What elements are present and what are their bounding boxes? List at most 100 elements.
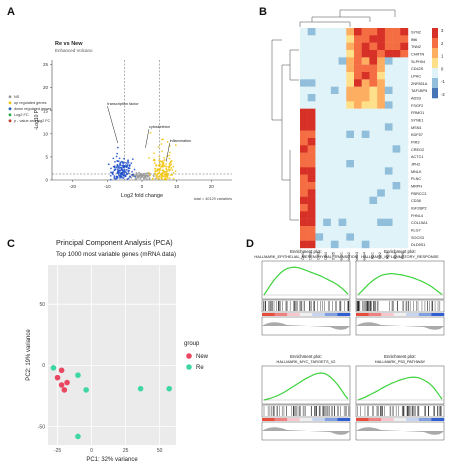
volcano-point-down	[129, 175, 131, 178]
annotation-leader	[165, 143, 170, 162]
heatmap-cell	[384, 35, 393, 43]
heatmap-cell	[307, 182, 316, 190]
volcano-point-up	[153, 162, 156, 164]
volcano-title: Re vs New	[55, 41, 83, 47]
legend-label: NS	[14, 95, 20, 99]
heatmap-cell	[338, 94, 347, 102]
heatmap-cell	[354, 57, 362, 65]
heatmap-cell	[400, 160, 409, 168]
annotation-label: transcription factor	[107, 102, 139, 106]
volcano-point-down	[110, 171, 112, 174]
legend-swatch	[8, 101, 12, 105]
volcano-point-up	[153, 152, 156, 155]
heatmap-cell	[369, 72, 378, 80]
heatmap-cell	[392, 116, 401, 124]
heatmap-cell	[354, 130, 362, 139]
volcano-point-up	[161, 138, 163, 141]
volcano-point-up	[166, 172, 169, 175]
heatmap-row-label: CD42S	[411, 67, 424, 71]
heatmap-cell	[384, 160, 393, 168]
volcano-point-up	[163, 159, 166, 161]
colorbar-segment	[432, 68, 438, 79]
heatmap-cell	[361, 94, 370, 102]
rank-gradient-segment	[287, 418, 301, 421]
volcano-point-up	[160, 143, 163, 145]
volcano-point-up	[166, 175, 169, 178]
volcano-point-up	[163, 170, 166, 173]
heatmap-cell	[400, 174, 409, 183]
volcano-point-down	[122, 161, 125, 164]
heatmap-col-label: Ctrl5	[332, 252, 336, 260]
heatmap-cell	[323, 28, 332, 36]
heatmap-cell	[330, 72, 339, 80]
volcano-point-down	[124, 175, 127, 178]
heatmap-cell	[300, 79, 308, 87]
legend-label: up regulated genes	[14, 101, 47, 105]
heatmap-cell	[315, 160, 324, 168]
heatmap-cell	[330, 123, 339, 131]
heatmap-cell	[361, 226, 370, 234]
volcano-point-up	[168, 177, 171, 180]
volcano-point-up	[168, 165, 171, 168]
ranked-metric-area	[262, 427, 350, 435]
heatmap-cell	[384, 174, 393, 183]
volcano-point-ns	[130, 176, 133, 179]
volcano-point-down	[113, 175, 116, 177]
heatmap-cell	[377, 130, 386, 139]
heatmap-cell	[307, 28, 316, 36]
volcano-point-down	[114, 160, 116, 163]
heatmap-cell	[300, 50, 308, 58]
heatmap-cell	[361, 189, 370, 197]
heatmap-row-label: CD38	[411, 199, 421, 203]
heatmap-cell	[384, 240, 393, 249]
heatmap-cell	[338, 145, 347, 153]
rank-gradient-segment	[431, 313, 445, 316]
heatmap-cell	[354, 72, 362, 80]
heatmap-cell	[384, 50, 393, 58]
heatmap-cell	[338, 233, 347, 241]
heatmap-cell	[323, 233, 332, 241]
gsea-title-line2: HALLMARK_MYC_TARGETS_V2	[277, 359, 336, 364]
heatmap-row-label: ZNF851A	[411, 82, 428, 86]
heatmap-cell	[400, 152, 409, 161]
volcano-point-up	[165, 165, 168, 168]
volcano-point-up	[157, 146, 160, 148]
heatmap-row-label: SOCS3	[411, 236, 424, 240]
heatmap-cell	[323, 226, 332, 234]
heatmap-cell	[361, 130, 370, 139]
heatmap-cell	[354, 50, 362, 58]
heatmap-cell	[377, 145, 386, 153]
heatmap-cell	[323, 167, 332, 175]
volcano-point-down	[116, 175, 119, 178]
legend-swatch	[8, 107, 12, 111]
volcano-point-ns	[143, 177, 145, 179]
heatmap-cell	[330, 204, 339, 212]
heatmap-cell	[361, 218, 370, 227]
volcano-point-up	[165, 163, 167, 165]
heatmap-cell	[338, 64, 347, 73]
heatmap-cell	[361, 138, 370, 146]
heatmap-cell	[354, 233, 362, 241]
heatmap-cell	[307, 226, 316, 234]
heatmap-cell	[377, 152, 386, 161]
pca-point-re	[50, 365, 57, 371]
heatmap-cell	[315, 79, 324, 87]
volcano-point-up	[165, 168, 168, 171]
volcano-point-ns	[143, 172, 146, 175]
heatmap-cell	[315, 233, 324, 241]
heatmap-cell	[323, 72, 332, 80]
heatmap-cell	[300, 233, 308, 241]
volcano-point-up	[166, 170, 169, 172]
heatmap-cell	[330, 86, 339, 95]
heatmap-cell	[392, 218, 401, 227]
x-axis-label: PC1: 32% variance	[86, 457, 138, 463]
pca-point-re	[137, 385, 144, 392]
volcano-point-down	[116, 168, 119, 171]
volcano-point-down	[118, 167, 120, 170]
pca-point-re	[75, 372, 81, 379]
heatmap-cell	[307, 152, 316, 161]
rank-gradient-segment	[393, 418, 407, 421]
heatmap-cell	[392, 64, 401, 73]
heatmap-cell	[315, 138, 324, 146]
colorbar-segment	[432, 88, 438, 99]
